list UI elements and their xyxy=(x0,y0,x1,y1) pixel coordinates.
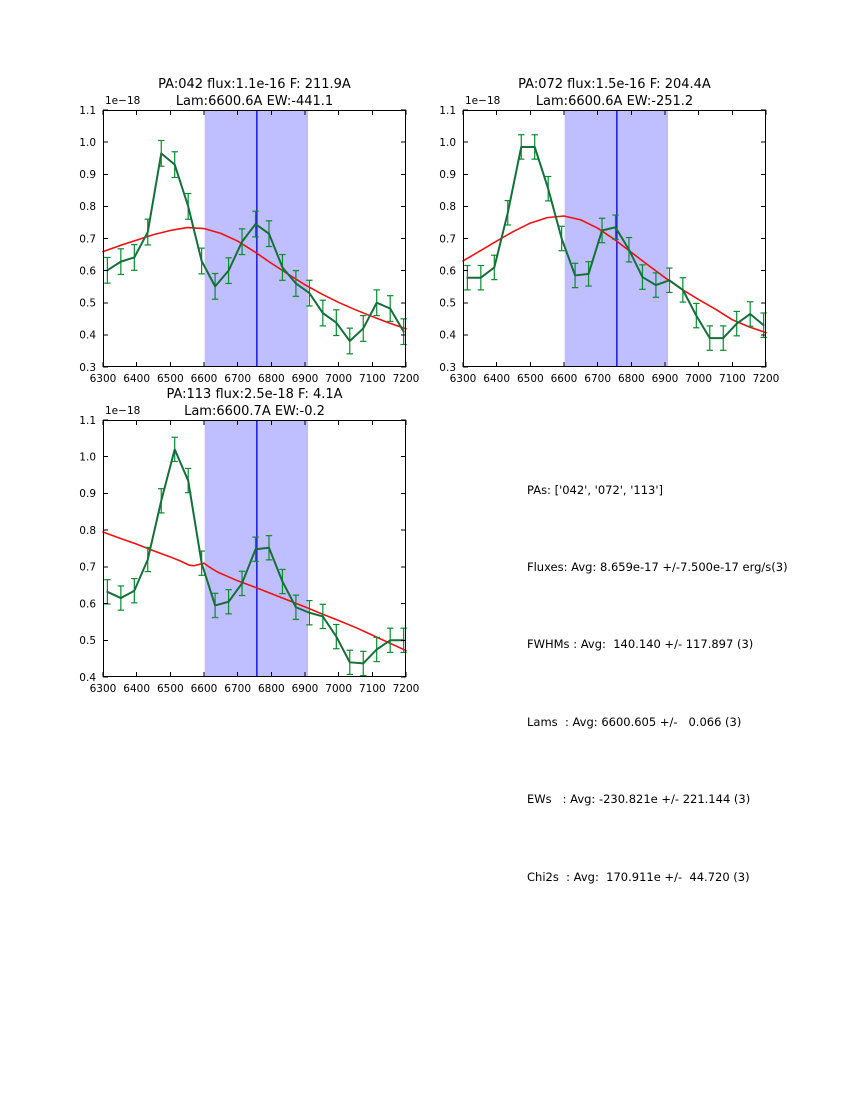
stats-line-fluxes: Fluxes: Avg: 8.659e-17 +/-7.500e-17 erg/… xyxy=(527,559,788,574)
chart-title-line2: Lam:6600.6A EW:-251.2 xyxy=(536,94,693,109)
y-tick-label: 1.1 xyxy=(439,105,456,117)
y-tick-label: 0.4 xyxy=(439,330,456,342)
axes-frame xyxy=(103,420,406,677)
x-tick-label: 7000 xyxy=(325,683,352,695)
x-tick-label: 7200 xyxy=(393,683,420,695)
y-axis-offset-label: 1e−18 xyxy=(105,405,140,417)
y-tick-label: 0.5 xyxy=(79,635,96,647)
x-tick-label: 7000 xyxy=(685,373,712,385)
x-tick-label: 6600 xyxy=(191,373,218,385)
y-tick-label: 1.1 xyxy=(79,415,96,427)
axis-tick-labels: 6300 6400 6500 6600 6700 6800 6900 7000 7100 7200… xyxy=(79,415,419,695)
y-tick-label: 0.8 xyxy=(79,201,96,213)
y-tick-label: 0.9 xyxy=(79,169,96,181)
stats-panel: PAs: ['042', '072', '113'] Fluxes: Avg: … xyxy=(527,426,788,942)
model-series xyxy=(102,531,407,652)
x-tick-label: 6700 xyxy=(224,683,251,695)
x-tick-label: 7100 xyxy=(719,373,746,385)
chart-title-line2: Lam:6600.6A EW:-441.1 xyxy=(176,94,333,109)
stats-line-ews: EWs : Avg: -230.821e +/- 221.144 (3) xyxy=(527,792,751,807)
y-tick-label: 0.9 xyxy=(439,169,456,181)
y-tick-label: 1.0 xyxy=(79,452,96,464)
model-line xyxy=(102,226,407,330)
chart-title-line1: PA:113 flux:2.5e-18 F: 4.1A xyxy=(166,387,342,402)
chart-title-line1: PA:072 flux:1.5e-16 F: 204.4A xyxy=(518,77,711,92)
x-tick-label: 6500 xyxy=(517,373,544,385)
spectrum-series xyxy=(104,436,407,677)
x-tick-label: 6800 xyxy=(618,373,645,385)
y-tick-label: 0.7 xyxy=(439,233,456,245)
axis-tick-labels: 6300 6400 6500 6600 6700 6800 6900 7000 7100 7200… xyxy=(439,105,779,385)
x-tick-label: 6300 xyxy=(450,373,477,385)
x-tick-label: 6800 xyxy=(258,683,285,695)
y-tick-label: 1.1 xyxy=(79,105,96,117)
spectrum-line xyxy=(106,448,405,665)
chart-pa113: 6300 6400 6500 6600 6700 6800 6900 7000 7100 7200… xyxy=(79,387,419,695)
x-tick-label: 6600 xyxy=(191,683,218,695)
spectrum-series xyxy=(104,139,407,355)
y-tick-label: 1.0 xyxy=(79,137,96,149)
axis-tick-labels: 6300 6400 6500 6600 6700 6800 6900 7000 7100 7200… xyxy=(79,105,419,385)
y-tick-label: 0.4 xyxy=(79,330,96,342)
axis-ticks xyxy=(462,109,767,368)
y-tick-label: 0.3 xyxy=(79,362,96,374)
x-tick-label: 6800 xyxy=(258,373,285,385)
x-tick-label: 6400 xyxy=(123,373,150,385)
y-tick-label: 0.7 xyxy=(79,233,96,245)
y-axis-offset-label: 1e−18 xyxy=(105,95,140,107)
y-tick-label: 0.6 xyxy=(439,265,456,277)
chart-pa042: 6300 6400 6500 6600 6700 6800 6900 7000 7100 7200… xyxy=(79,77,419,385)
x-tick-label: 6400 xyxy=(123,683,150,695)
stats-line-lams: Lams : Avg: 6600.605 +/- 0.066 (3) xyxy=(527,714,742,729)
y-axis-offset-label: 1e−18 xyxy=(465,95,500,107)
x-tick-label: 6500 xyxy=(157,683,184,695)
x-tick-label: 6700 xyxy=(584,373,611,385)
y-tick-label: 0.8 xyxy=(439,201,456,213)
x-tick-label: 6400 xyxy=(483,373,510,385)
model-series xyxy=(102,226,407,330)
spectrum-line xyxy=(106,152,405,342)
y-tick-label: 0.7 xyxy=(79,562,96,574)
x-tick-label: 7200 xyxy=(393,373,420,385)
y-tick-label: 0.3 xyxy=(439,362,456,374)
y-tick-label: 0.5 xyxy=(79,298,96,310)
x-tick-label: 7100 xyxy=(359,373,386,385)
chart-title-line2: Lam:6600.7A EW:-0.2 xyxy=(184,404,325,419)
x-tick-label: 6900 xyxy=(292,373,319,385)
stats-line-fwhms: FWHMs : Avg: 140.140 +/- 117.897 (3) xyxy=(527,637,754,652)
x-tick-label: 7000 xyxy=(325,373,352,385)
x-tick-label: 7100 xyxy=(359,683,386,695)
y-tick-label: 0.6 xyxy=(79,598,96,610)
y-tick-label: 0.8 xyxy=(79,525,96,537)
stats-line-chi2s: Chi2s : Avg: 170.911e +/- 44.720 (3) xyxy=(527,869,750,884)
axis-ticks xyxy=(102,419,407,678)
stats-line-pas: PAs: ['042', '072', '113'] xyxy=(527,482,664,497)
chart-pa072: 6300 6400 6500 6600 6700 6800 6900 7000 7100 7200… xyxy=(439,77,779,385)
y-tick-label: 1.0 xyxy=(439,137,456,149)
chart-title-line1: PA:042 flux:1.1e-16 F: 211.9A xyxy=(158,77,351,92)
x-tick-label: 6300 xyxy=(90,373,117,385)
y-tick-label: 0.4 xyxy=(79,672,96,684)
axis-ticks xyxy=(102,109,407,368)
x-tick-label: 6600 xyxy=(551,373,578,385)
x-tick-label: 7200 xyxy=(753,373,780,385)
y-tick-label: 0.6 xyxy=(79,265,96,277)
x-tick-label: 6900 xyxy=(292,683,319,695)
x-tick-label: 6900 xyxy=(652,373,679,385)
spectrum-line xyxy=(466,145,765,340)
spectrum-series xyxy=(464,134,767,351)
model-line xyxy=(102,531,407,652)
y-tick-label: 0.5 xyxy=(439,298,456,310)
x-tick-label: 6700 xyxy=(224,373,251,385)
x-tick-label: 6300 xyxy=(90,683,117,695)
x-tick-label: 6500 xyxy=(157,373,184,385)
y-tick-label: 0.9 xyxy=(79,488,96,500)
